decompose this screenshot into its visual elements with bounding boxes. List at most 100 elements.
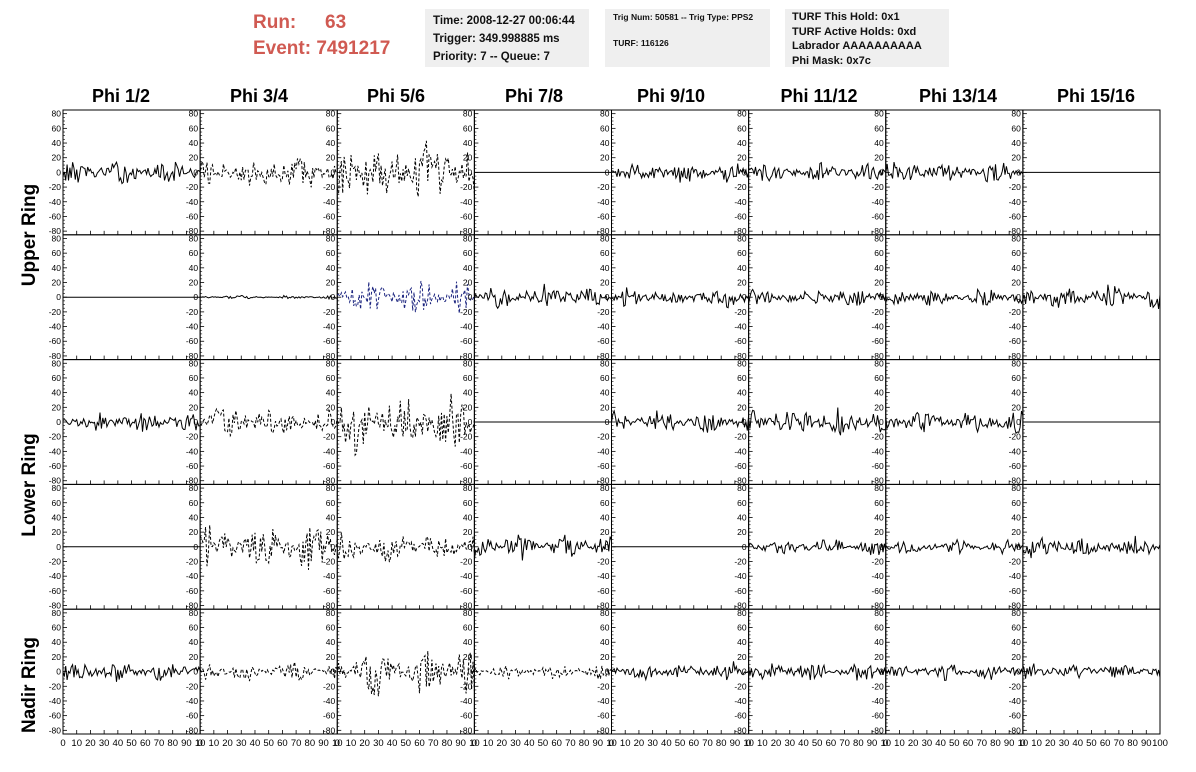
x-tick-label: 0	[60, 738, 65, 749]
y-tick-label: 0	[468, 292, 473, 302]
y-tick-label: 20	[52, 278, 62, 288]
x-tick-label: 20	[497, 738, 508, 749]
y-tick-label: -20	[1009, 182, 1022, 192]
y-tick-label: 80	[737, 608, 747, 618]
x-tick-label: 40	[798, 738, 809, 749]
x-tick-label: 10	[1031, 738, 1042, 749]
y-tick-label: 20	[600, 527, 610, 537]
x-tick-label: 0	[335, 738, 340, 749]
y-tick-label: -40	[871, 322, 884, 332]
turf-hold-text: TURF This Hold: 0x1	[792, 11, 900, 23]
y-tick-label: -40	[186, 696, 199, 706]
y-tick-label: 80	[600, 109, 610, 119]
x-tick-label: 20	[1045, 738, 1056, 749]
x-tick-label: 70	[154, 738, 165, 749]
y-tick-label: 60	[326, 623, 336, 633]
x-tick-label: 40	[524, 738, 535, 749]
y-tick-label: 0	[193, 292, 198, 302]
y-tick-label: 40	[737, 637, 747, 647]
y-tick-label: -80	[323, 601, 336, 611]
y-tick-label: 60	[600, 623, 610, 633]
y-tick-label: -80	[49, 351, 62, 361]
y-tick-label: -60	[597, 586, 610, 596]
x-tick-label: 90	[1004, 738, 1015, 749]
y-tick-label: 0	[605, 292, 610, 302]
y-tick-label: 80	[189, 358, 199, 368]
y-tick-label: 0	[879, 417, 884, 427]
waveform-trace-r1-c7	[1022, 284, 1161, 309]
y-tick-label: -60	[460, 461, 473, 471]
x-tick-label: 80	[442, 738, 453, 749]
y-tick-label: -40	[49, 322, 62, 332]
y-tick-label: 0	[331, 667, 336, 677]
y-tick-label: -60	[597, 211, 610, 221]
y-tick-label: -40	[734, 197, 747, 207]
y-tick-label: 80	[326, 358, 336, 368]
y-tick-label: -80	[734, 226, 747, 236]
y-tick-label: 80	[874, 483, 884, 493]
y-tick-label: 20	[189, 153, 199, 163]
y-tick-label: 0	[1016, 667, 1021, 677]
waveform-trace-r1-c3	[473, 283, 612, 310]
waveform-trace-r0-c1	[199, 157, 338, 188]
y-tick-label: 0	[468, 542, 473, 552]
y-tick-label: -20	[186, 182, 199, 192]
y-tick-label: 40	[600, 388, 610, 398]
x-tick-label: 70	[702, 738, 713, 749]
panel-frame-r1-c5	[748, 234, 887, 361]
y-tick-label: 0	[742, 167, 747, 177]
turf-active-text: TURF Active Holds: 0xd	[792, 25, 917, 38]
y-tick-label: 60	[874, 623, 884, 633]
y-tick-label: -20	[1009, 556, 1022, 566]
waveform-trace-r1-c6	[885, 287, 1024, 306]
x-tick-label: 0	[1020, 738, 1025, 749]
y-tick-label: 20	[874, 652, 884, 662]
y-tick-label: 20	[52, 402, 62, 412]
y-tick-label: 40	[52, 637, 62, 647]
y-tick-label: -60	[460, 336, 473, 346]
y-tick-label: -80	[49, 226, 62, 236]
y-tick-label: 40	[52, 263, 62, 273]
x-tick-label: 30	[1059, 738, 1070, 749]
y-tick-label: 20	[463, 527, 473, 537]
panel-frame-r3-c2	[336, 483, 475, 610]
x-tick-label: 50	[812, 738, 823, 749]
x-tick-label: 40	[113, 738, 124, 749]
y-tick-label: -20	[597, 556, 610, 566]
y-tick-label: 60	[326, 498, 336, 508]
x-tick-label: 10	[346, 738, 357, 749]
waveform-trace-r1-c2	[337, 280, 475, 314]
y-tick-label: 80	[600, 233, 610, 243]
y-tick-label: 60	[463, 498, 473, 508]
time-text: Time: 2008-12-27 00:06:44	[433, 15, 575, 27]
y-tick-label: -40	[323, 322, 336, 332]
x-tick-label: 10	[894, 738, 905, 749]
y-tick-label: 80	[874, 358, 884, 368]
run-event-header: Run: 63 Event: 7491217	[253, 10, 390, 62]
y-tick-label: 80	[189, 109, 199, 119]
y-tick-label: 80	[874, 233, 884, 243]
y-tick-label: -60	[460, 211, 473, 221]
y-tick-label: 60	[737, 373, 747, 383]
y-tick-label: -20	[49, 432, 62, 442]
x-tick-label: 70	[428, 738, 439, 749]
x-tick-label: 100	[1152, 738, 1168, 749]
y-tick-label: 60	[1011, 623, 1021, 633]
y-tick-label: -80	[734, 351, 747, 361]
y-tick-label: 20	[874, 153, 884, 163]
y-tick-label: 0	[56, 542, 61, 552]
y-tick-label: 80	[52, 109, 62, 119]
y-tick-label: -20	[186, 681, 199, 691]
y-tick-label: -80	[186, 601, 199, 611]
panel-frame-r2-c6	[885, 359, 1024, 485]
y-tick-label: 80	[463, 358, 473, 368]
y-tick-label: -60	[49, 336, 62, 346]
y-tick-label: 20	[463, 402, 473, 412]
y-tick-label: 0	[468, 167, 473, 177]
y-tick-label: 80	[1011, 608, 1021, 618]
y-tick-label: 80	[737, 233, 747, 243]
y-tick-label: -60	[460, 586, 473, 596]
x-tick-label: 60	[826, 738, 837, 749]
y-tick-label: 80	[326, 109, 336, 119]
